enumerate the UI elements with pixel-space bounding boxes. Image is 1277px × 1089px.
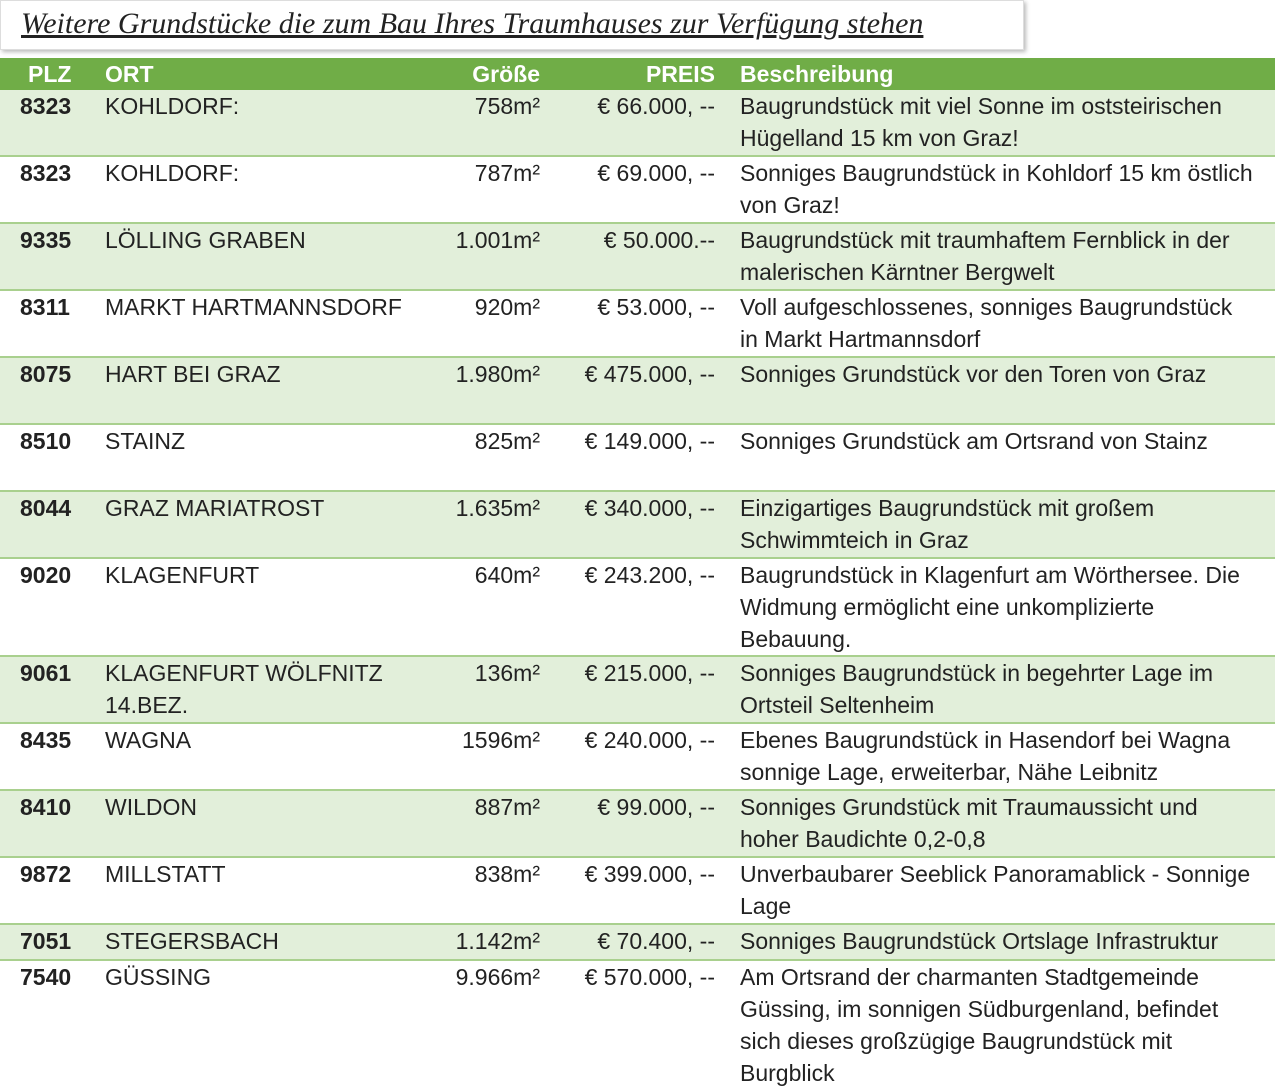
table-row: 8435 WAGNA 1596m² € 240.000, -- Ebenes Baugr…	[0, 723, 1275, 791]
cell: KLAGENFURT	[105, 558, 425, 657]
cell: € 243.200, --	[540, 558, 715, 657]
cell: 787m²	[425, 156, 540, 224]
table-row: 9020 KLAGENFURT 640m² € 243.200, -- Baugrund…	[0, 558, 1275, 657]
cell: 9872	[0, 857, 105, 925]
column-header: PREIS	[540, 58, 715, 90]
table-row: 8410 WILDON 887m² € 99.000, -- Sonniges Grun…	[0, 790, 1275, 858]
table-row: 8323 KOHLDORF: 758m² € 66.000, -- Baugrundst…	[0, 90, 1275, 157]
cell: Baugrundstück mit viel Sonne im oststeir…	[715, 90, 1275, 157]
title: Weitere Grundstücke die zum Bau Ihres Tr…	[21, 7, 924, 40]
cell: STAINZ	[105, 424, 425, 492]
cell: € 69.000, --	[540, 156, 715, 224]
cell: 9.966m²	[455, 964, 540, 990]
cell: 9335	[0, 223, 105, 291]
cell: GÜSSING	[105, 964, 212, 990]
cell: € 50.000.--	[540, 223, 715, 291]
cell: Sonniges Grundstück mit Traumaussicht un…	[715, 790, 1275, 858]
cell: Unverbaubarer Seeblick Panoramablick - S…	[715, 857, 1275, 925]
cell: € 475.000, --	[540, 357, 715, 425]
cell: 640m²	[425, 558, 540, 657]
cell: 136m²	[425, 656, 540, 724]
table-row: 9335 LÖLLING GRABEN 1.001m² € 50.000.-- Baug…	[0, 223, 1275, 291]
cell: 1.980m²	[425, 357, 540, 425]
cell: WILDON	[105, 790, 425, 858]
cell: 1.142m²	[425, 924, 540, 961]
table-row: 7540 GÜSSING 9.966m² € 570.000, -- Am Ortsra…	[0, 960, 1275, 1089]
cell: 8410	[0, 790, 105, 858]
cell: Am Ortsrand der charmanten Stadtgemeinde…	[740, 964, 1219, 1086]
cell: 7051	[0, 924, 105, 961]
cell: Einzigartiges Baugrundstück mit großem S…	[715, 491, 1275, 559]
cell: 7540	[20, 964, 72, 990]
cell: Sonniges Grundstück vor den Toren von Gr…	[715, 357, 1275, 425]
cell: Baugrundstück mit traumhaftem Fernblick …	[715, 223, 1275, 291]
cell: 8435	[0, 723, 105, 791]
cell: MILLSTATT	[105, 857, 425, 925]
cell: Baugrundstück in Klagenfurt am Wörtherse…	[715, 558, 1275, 657]
cell: 8323	[0, 90, 105, 157]
cell: € 399.000, --	[540, 857, 715, 925]
table-row: 7051 STEGERSBACH 1.142m² € 70.400, -- Sonnig…	[0, 924, 1275, 961]
cell: 9061	[0, 656, 105, 724]
table-row: 8044 GRAZ MARIATROST 1.635m² € 340.000, -- E…	[0, 491, 1275, 559]
table-row: 8510 STAINZ 825m² € 149.000, -- Sonniges Gru…	[0, 424, 1275, 492]
cell: 887m²	[425, 790, 540, 858]
cell: 8510	[0, 424, 105, 492]
column-header: Größe	[425, 58, 540, 90]
table-row: 9061 KLAGENFURT WÖLFNITZ 14.BEZ. 136m² € 21…	[0, 656, 1275, 724]
column-header: ORT	[105, 58, 425, 90]
cell: STEGERSBACH	[105, 924, 425, 961]
cell: Voll aufgeschlossenes, sonniges Baugrund…	[715, 290, 1275, 358]
cell: € 66.000, --	[540, 90, 715, 157]
cell: 8044	[0, 491, 105, 559]
cell: 758m²	[425, 90, 540, 157]
header-row: PLZ ORT Größe PREIS Beschreibung	[0, 58, 1275, 90]
column-header: Beschreibung	[715, 58, 1275, 90]
cell: KLAGENFURT WÖLFNITZ 14.BEZ.	[105, 656, 425, 724]
cell: HART BEI GRAZ	[105, 357, 425, 425]
cell: € 149.000, --	[540, 424, 715, 492]
cell: 1596m²	[425, 723, 540, 791]
column-header: PLZ	[0, 58, 105, 90]
title-box: Weitere Grundstücke die zum Bau Ihres Tr…	[0, 0, 1024, 50]
cell: Ebenes Baugrundstück in Hasendorf bei Wa…	[715, 723, 1275, 791]
table-row: 9872 MILLSTATT 838m² € 399.000, -- Unverbaub…	[0, 857, 1275, 925]
cell: WAGNA	[105, 723, 425, 791]
cell: 8323	[0, 156, 105, 224]
cell: MARKT HARTMANNSDORF	[105, 290, 425, 358]
cell: 1.001m²	[425, 223, 540, 291]
cell: € 570.000, --	[584, 964, 715, 990]
cell: Sonniges Grundstück am Ortsrand von Stai…	[715, 424, 1275, 492]
cell: € 215.000, --	[540, 656, 715, 724]
cell: LÖLLING GRABEN	[105, 223, 425, 291]
listing-table: PLZ ORT Größe PREIS Beschreibung 8323 KOHLDOR…	[0, 58, 1275, 1089]
cell: € 53.000, --	[540, 290, 715, 358]
cell: 1.635m²	[425, 491, 540, 559]
cell: Sonniges Baugrundstück Ortslage Infrastr…	[715, 924, 1275, 961]
cell: 838m²	[425, 857, 540, 925]
cell: 9020	[0, 558, 105, 657]
cell: KOHLDORF:	[105, 90, 425, 157]
cell: € 240.000, --	[540, 723, 715, 791]
cell: Sonniges Baugrundstück in Kohldorf 15 km…	[715, 156, 1275, 224]
cell: € 70.400, --	[540, 924, 715, 961]
table-row: 8311 MARKT HARTMANNSDORF 920m² € 53.000, --…	[0, 290, 1275, 358]
cell: 920m²	[425, 290, 540, 358]
cell: 8075	[0, 357, 105, 425]
cell: € 340.000, --	[540, 491, 715, 559]
table-row: 8323 KOHLDORF: 787m² € 69.000, -- Sonniges B…	[0, 156, 1275, 224]
table-row: 8075 HART BEI GRAZ 1.980m² € 475.000, -- Son…	[0, 357, 1275, 425]
table-body: 8323 KOHLDORF: 758m² € 66.000, -- Baugrundst…	[0, 90, 1275, 1089]
cell: € 99.000, --	[540, 790, 715, 858]
cell: 8311	[0, 290, 105, 358]
cell: Sonniges Baugrundstück in begehrter Lage…	[715, 656, 1275, 724]
cell: KOHLDORF:	[105, 156, 425, 224]
cell: 825m²	[425, 424, 540, 492]
cell: GRAZ MARIATROST	[105, 491, 425, 559]
